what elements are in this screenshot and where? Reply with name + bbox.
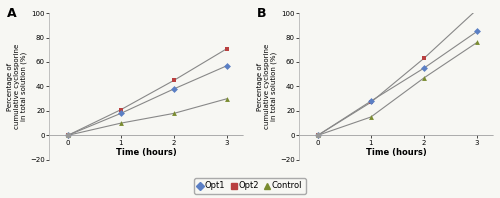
Y-axis label: Percentage of
cumulative cyclosporine
in total solution (%): Percentage of cumulative cyclosporine in… <box>257 44 278 129</box>
X-axis label: Time (hours): Time (hours) <box>116 148 176 157</box>
Legend: Opt1, Opt2, Control: Opt1, Opt2, Control <box>194 178 306 194</box>
Y-axis label: Percentage of
cumulative cyclosporine
in total solution (%): Percentage of cumulative cyclosporine in… <box>7 44 28 129</box>
Text: B: B <box>256 7 266 20</box>
Text: A: A <box>6 7 16 20</box>
X-axis label: Time (hours): Time (hours) <box>366 148 426 157</box>
